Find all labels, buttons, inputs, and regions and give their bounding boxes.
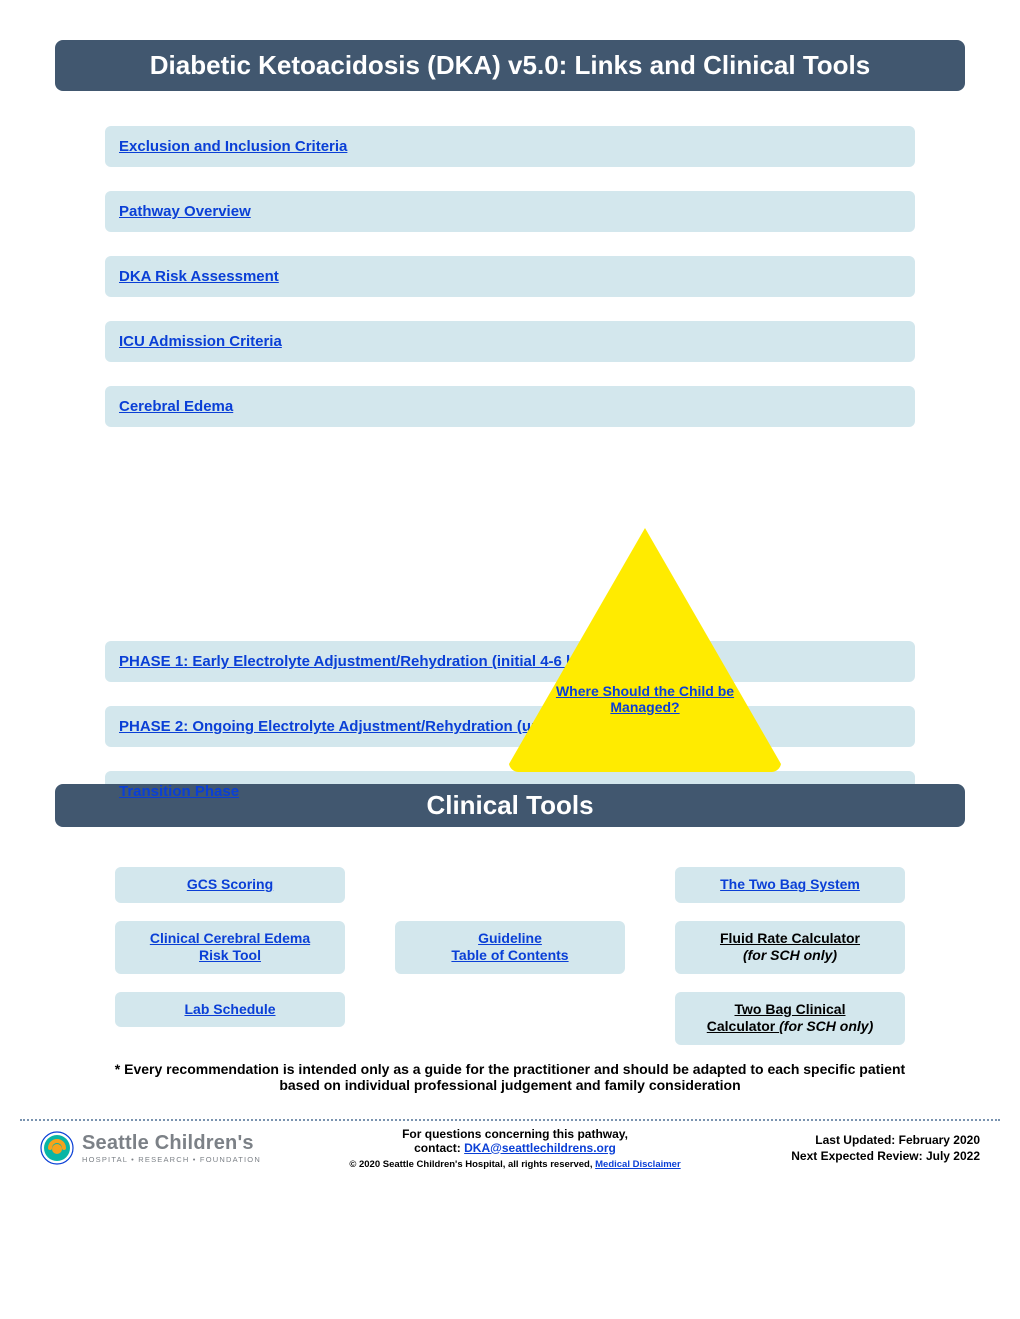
logo-subtext: HOSPITAL • RESEARCH • FOUNDATION: [82, 1155, 261, 1164]
triangle-link-l1[interactable]: Where Should the Child be: [556, 683, 734, 699]
hospital-logo: Seattle Children's HOSPITAL • RESEARCH •…: [40, 1131, 280, 1165]
medical-disclaimer-link[interactable]: Medical Disclaimer: [595, 1159, 681, 1170]
pathway-links-area: Exclusion and Inclusion Criteria Pathway…: [55, 91, 965, 764]
tool-fluid-rate[interactable]: Fluid Rate Calculator (for SCH only): [675, 921, 905, 974]
link-box-cerebral[interactable]: Cerebral Edema: [105, 386, 915, 427]
seattle-childrens-logo-icon: [40, 1131, 74, 1165]
footer-contact: For questions concerning this pathway, c…: [320, 1127, 710, 1170]
contact-email-link[interactable]: DKA@seattlechildrens.org: [464, 1141, 616, 1155]
tool-lab-schedule[interactable]: Lab Schedule: [115, 992, 345, 1028]
link-risk[interactable]: DKA Risk Assessment: [119, 268, 279, 285]
triangle-link[interactable]: Where Should the Child be Managed?: [505, 683, 785, 715]
triangle-link-l2[interactable]: Managed?: [610, 699, 679, 715]
logo-text: Seattle Children's: [82, 1132, 261, 1155]
tool-two-bag[interactable]: The Two Bag System: [675, 867, 905, 903]
link-exclusion[interactable]: Exclusion and Inclusion Criteria: [119, 138, 347, 155]
tools-grid: GCS Scoring The Two Bag System Clinical …: [55, 827, 965, 1055]
link-cerebral[interactable]: Cerebral Edema: [119, 398, 233, 415]
link-icu[interactable]: ICU Admission Criteria: [119, 333, 282, 350]
link-box-overview[interactable]: Pathway Overview: [105, 191, 915, 232]
divider-dots: [20, 1119, 1000, 1121]
link-box-exclusion[interactable]: Exclusion and Inclusion Criteria: [105, 126, 915, 167]
tool-cerebral-edema[interactable]: Clinical Cerebral Edema Risk Tool: [115, 921, 345, 974]
page-title: Diabetic Ketoacidosis (DKA) v5.0: Links …: [55, 40, 965, 91]
footer: Seattle Children's HOSPITAL • RESEARCH •…: [20, 1127, 1000, 1178]
tool-guideline-toc[interactable]: Guideline Table of Contents: [395, 921, 625, 974]
tool-two-bag-calc[interactable]: Two Bag Clinical Calculator (for SCH onl…: [675, 992, 905, 1045]
link-box-icu[interactable]: ICU Admission Criteria: [105, 321, 915, 362]
link-overview[interactable]: Pathway Overview: [119, 203, 251, 220]
disclaimer-text: * Every recommendation is intended only …: [55, 1055, 965, 1109]
warning-triangle-icon: [505, 528, 785, 772]
footer-dates: Last Updated: February 2020 Next Expecte…: [750, 1132, 980, 1164]
link-box-risk[interactable]: DKA Risk Assessment: [105, 256, 915, 297]
tool-gcs[interactable]: GCS Scoring: [115, 867, 345, 903]
link-transition[interactable]: Transition Phase: [119, 783, 239, 800]
